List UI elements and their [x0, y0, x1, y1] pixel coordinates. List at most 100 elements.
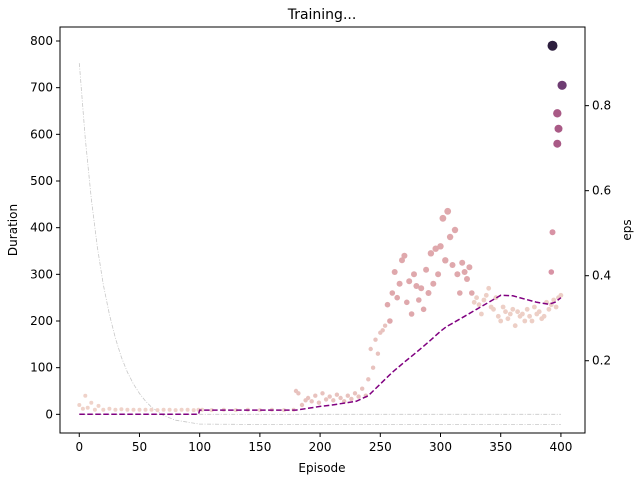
eps-curve-layer [78, 63, 561, 425]
episode-point [529, 318, 535, 324]
x-tick-label: 0 [75, 440, 83, 454]
episode-point [461, 269, 468, 275]
plot-frame [59, 26, 586, 434]
episode-point [425, 290, 432, 296]
episode-point [536, 309, 542, 315]
episode-point [401, 252, 408, 259]
x-axis-label: Episode [298, 461, 345, 475]
episode-point [209, 408, 214, 413]
episode-point [137, 407, 142, 412]
y-tick-label: 300 [30, 267, 53, 281]
episode-point [547, 40, 558, 51]
episode-point [500, 304, 506, 310]
episode-point [554, 124, 563, 133]
episode-point [85, 405, 90, 410]
episode-point [323, 397, 329, 402]
episode-point [435, 271, 442, 278]
y2-tick-label: 0.8 [592, 99, 611, 113]
episode-point [411, 271, 417, 278]
y2-tick-label: 0.6 [592, 184, 611, 198]
episode-point [77, 403, 82, 407]
episode-point [548, 269, 555, 275]
episode-point [342, 399, 347, 404]
episode-point [356, 394, 361, 399]
x-tick-label: 100 [188, 440, 211, 454]
episode-point [366, 377, 371, 382]
episode-point [408, 311, 415, 317]
episode-point [125, 407, 130, 412]
episode-point [551, 297, 557, 303]
episode-point [416, 297, 422, 303]
episode-point [316, 400, 322, 405]
episode-point [454, 271, 461, 278]
episode-point [399, 257, 405, 264]
episode-point [373, 337, 378, 342]
x-tick-label: 400 [549, 440, 572, 454]
episode-point [479, 311, 484, 317]
episode-point [370, 365, 376, 370]
y-tick-label: 400 [30, 221, 53, 235]
episode-point [432, 245, 439, 252]
x-axis-ticks: 0 50 100 150 200 250 300 350 400 [75, 433, 572, 454]
x-tick-label: 250 [369, 440, 392, 454]
episode-point [420, 306, 427, 313]
episode-point [92, 407, 97, 412]
y-axis-label: Duration [6, 204, 20, 256]
y-tick-label: 200 [30, 314, 53, 328]
episode-point [101, 407, 106, 412]
episode-point [558, 292, 564, 298]
episode-point [471, 299, 477, 305]
episode-point [437, 243, 444, 250]
episode-point [449, 262, 456, 268]
x-tick-label: 50 [132, 440, 147, 454]
episode-point [464, 276, 470, 282]
eps-decay-line [78, 63, 561, 425]
episode-point [476, 302, 482, 308]
chart-title: Training... [287, 7, 357, 23]
episode-point [191, 408, 196, 413]
episode-point [345, 393, 350, 398]
episode-point [423, 266, 430, 273]
episode-point [520, 311, 525, 317]
episode-point [396, 280, 403, 287]
episode-point [375, 351, 381, 356]
episode-point [505, 316, 511, 322]
y-tick-label: 600 [30, 127, 53, 141]
scatter-points-layer [77, 40, 567, 413]
episode-point [498, 318, 504, 324]
episode-point [380, 328, 385, 333]
episode-point [527, 313, 532, 319]
y2-tick-label: 0.4 [592, 269, 611, 283]
episode-point [309, 399, 314, 404]
episode-point [553, 109, 562, 118]
episode-point [313, 393, 318, 398]
episode-point [387, 318, 393, 324]
episode-point [155, 408, 160, 413]
y2-axis-label: eps [620, 219, 634, 240]
episode-point [418, 285, 425, 292]
episode-point [173, 408, 178, 413]
episode-point [491, 306, 496, 312]
episode-point [442, 257, 449, 264]
episode-point [406, 278, 413, 285]
episode-point [553, 304, 559, 310]
mean-duration-line [79, 294, 562, 416]
episode-point [444, 207, 452, 215]
episode-point [493, 295, 499, 301]
episode-point [131, 407, 136, 412]
episode-point [503, 309, 508, 315]
episode-point [481, 297, 487, 303]
episode-point [233, 408, 238, 413]
episode-point [541, 313, 547, 319]
episode-point [389, 290, 396, 296]
episode-point [296, 391, 301, 396]
episode-point [327, 394, 332, 399]
episode-point [360, 386, 365, 391]
y-tick-label: 0 [45, 407, 53, 421]
episode-point [549, 229, 556, 236]
episode-point [382, 323, 388, 328]
episode-point [439, 214, 447, 222]
y-tick-label: 700 [30, 81, 53, 95]
episode-point [532, 304, 537, 310]
